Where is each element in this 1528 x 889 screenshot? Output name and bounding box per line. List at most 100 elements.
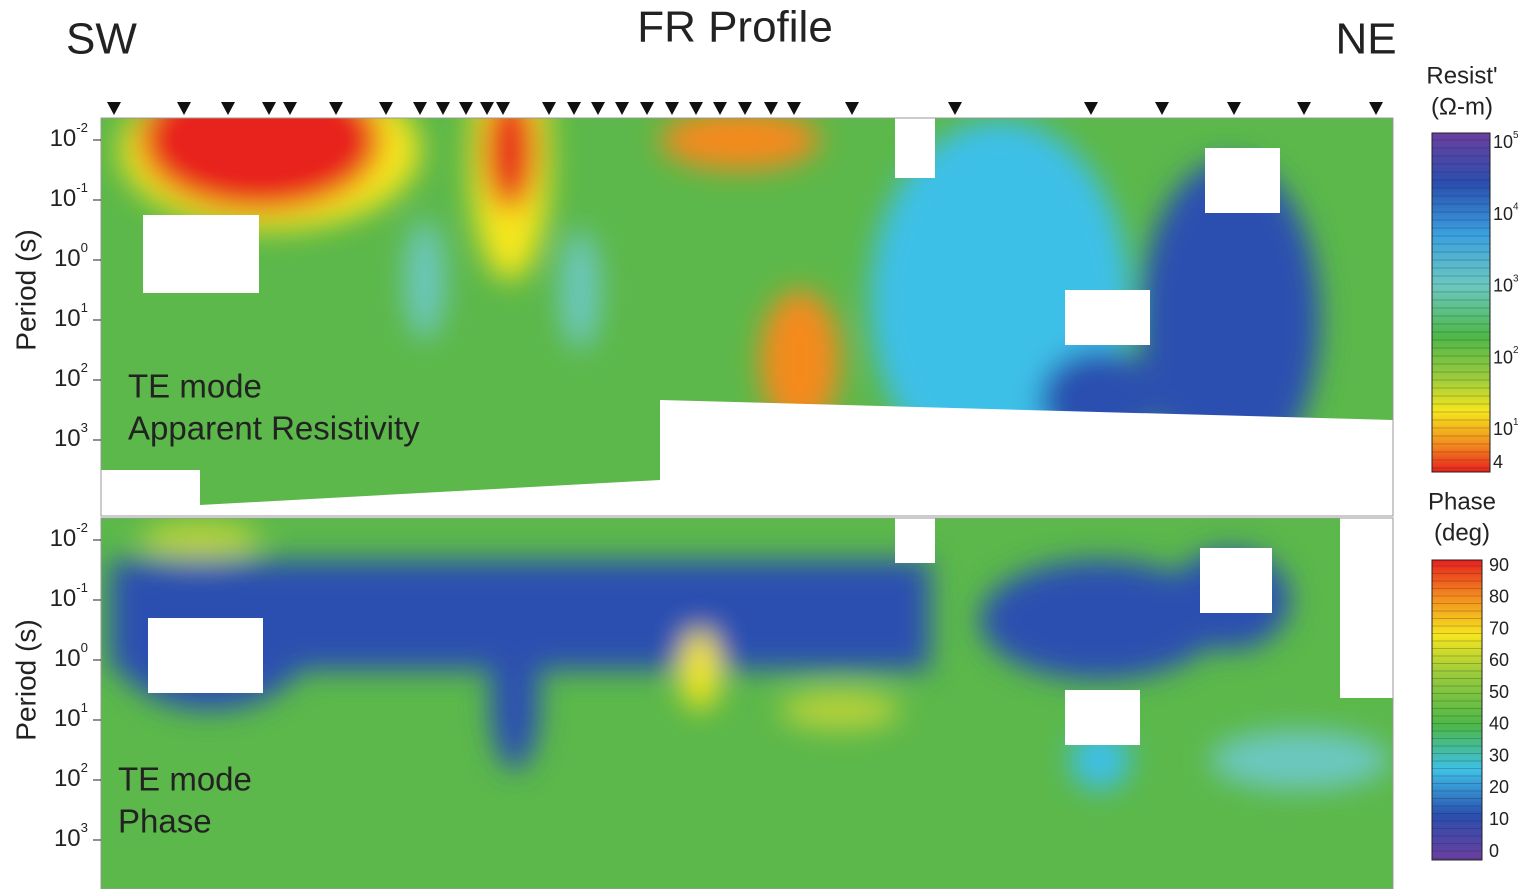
station-marker (713, 102, 727, 115)
y-tick-label: 10-1 (50, 181, 88, 213)
colorbar-tick-label: 103 (1493, 273, 1519, 295)
colorbar-tick-label: 90 (1489, 555, 1509, 575)
tick-base: 10 (54, 765, 81, 792)
tick-exp: -1 (76, 181, 88, 196)
colorbar-unit: (Ω-m) (1431, 93, 1493, 120)
station-marker (413, 102, 427, 115)
tick-base: 10 (54, 425, 81, 452)
frame (100, 517, 1394, 889)
colorbar-label: 4 (1493, 452, 1503, 472)
colorbar (1431, 559, 1483, 861)
station-marker (283, 102, 297, 115)
colorbar-tick-label: 50 (1489, 682, 1509, 702)
colorbar-tick-label: 105 (1493, 130, 1519, 152)
station-marker (1227, 102, 1241, 115)
colorbar-tick-label: 60 (1489, 650, 1509, 670)
tick-exp: 3 (81, 821, 88, 836)
station-marker (764, 102, 778, 115)
station-marker (689, 102, 703, 115)
y-tick-label: 10-1 (50, 581, 88, 613)
y-tick-label: 102 (54, 361, 88, 393)
tick-base: 10 (1493, 132, 1513, 152)
tick-exp: 2 (81, 761, 88, 776)
tick-base: 10 (54, 365, 81, 392)
colorbar-tick-label: 70 (1489, 618, 1509, 638)
station-marker (567, 102, 581, 115)
y-tick-label: 101 (54, 701, 88, 733)
panel-labels: TE mode Apparent Resistivity TE mode Pha… (10, 229, 420, 839)
tick-base: 10 (54, 825, 81, 852)
station-marker (480, 102, 494, 115)
quantity-label: Apparent Resistivity (128, 410, 420, 447)
tick-exp: 3 (81, 421, 88, 436)
station-marker (436, 102, 450, 115)
sw-label: SW (66, 15, 137, 64)
station-marker (1155, 102, 1169, 115)
station-marker (1084, 102, 1098, 115)
tick-base: 10 (50, 125, 77, 152)
station-marker (738, 102, 752, 115)
y-tick-label: 100 (54, 641, 88, 673)
station-marker (329, 102, 343, 115)
y-tick-label: 103 (54, 821, 88, 853)
tick-exp: 2 (81, 361, 88, 376)
colorbar-tick-label: 104 (1493, 201, 1519, 223)
station-marker (542, 102, 556, 115)
station-marker (1369, 102, 1383, 115)
resistivity-section (101, 118, 1393, 516)
colorbar-tick-label: 102 (1493, 345, 1519, 367)
colorbar (1431, 132, 1491, 473)
y-axis-label: Period (s) (10, 229, 41, 350)
station-marker (177, 102, 191, 115)
tick-exp: 1 (81, 701, 88, 716)
tick-base: 10 (50, 185, 77, 212)
station-marker (591, 102, 605, 115)
y-tick-label: 101 (54, 301, 88, 333)
tick-base: 10 (50, 585, 77, 612)
tick-exp: 1 (81, 301, 88, 316)
tick-base: 10 (54, 705, 81, 732)
tick-base: 10 (54, 645, 81, 672)
station-marker (459, 102, 473, 115)
tick-base: 10 (1493, 347, 1513, 367)
station-marker (1297, 102, 1311, 115)
y-axis-label: Period (s) (10, 619, 41, 740)
colorbar-tick-label: 20 (1489, 777, 1509, 797)
colorbar-tick-label: 80 (1489, 587, 1509, 607)
title: FR Profile (637, 3, 833, 52)
mode-label: TE mode (128, 368, 262, 405)
tick-exp: -2 (76, 521, 88, 536)
tick-exp: 3 (1513, 273, 1519, 284)
y-tick-label: 102 (54, 761, 88, 793)
colorbar-unit: (deg) (1434, 519, 1490, 546)
resistivity-colorbar: Resist' (Ω-m) 4 Phase (deg) (1426, 62, 1503, 861)
tick-base: 10 (54, 245, 81, 272)
tick-base: 10 (1493, 419, 1513, 439)
quantity-label: Phase (118, 803, 212, 840)
tick-exp: 0 (81, 641, 88, 656)
tick-base: 10 (50, 525, 77, 552)
station-marker (787, 102, 801, 115)
station-marker (665, 102, 679, 115)
axes: 10-210-110010110210310-210-1100101102103… (50, 121, 1519, 861)
tick-exp: 0 (81, 241, 88, 256)
tick-exp: 5 (1513, 130, 1519, 141)
colorbar-title: Phase (1428, 488, 1496, 515)
colorbar-title: Resist' (1426, 62, 1497, 89)
station-marker (948, 102, 962, 115)
station-marker (221, 102, 235, 115)
colorbar-tick-label: 101 (1493, 417, 1519, 439)
header: SW FR Profile NE (66, 3, 1397, 64)
tick-exp: -1 (76, 581, 88, 596)
colorbar-tick-label: 10 (1489, 809, 1509, 829)
station-marker (379, 102, 393, 115)
y-tick-label: 10-2 (50, 521, 88, 553)
tick-base: 10 (1493, 275, 1513, 295)
tick-exp: 1 (1513, 417, 1519, 428)
stations (107, 102, 1383, 115)
y-tick-label: 10-2 (50, 121, 88, 153)
station-marker (640, 102, 654, 115)
y-tick-label: 103 (54, 421, 88, 453)
station-marker (107, 102, 121, 115)
mode-label: TE mode (118, 761, 252, 798)
